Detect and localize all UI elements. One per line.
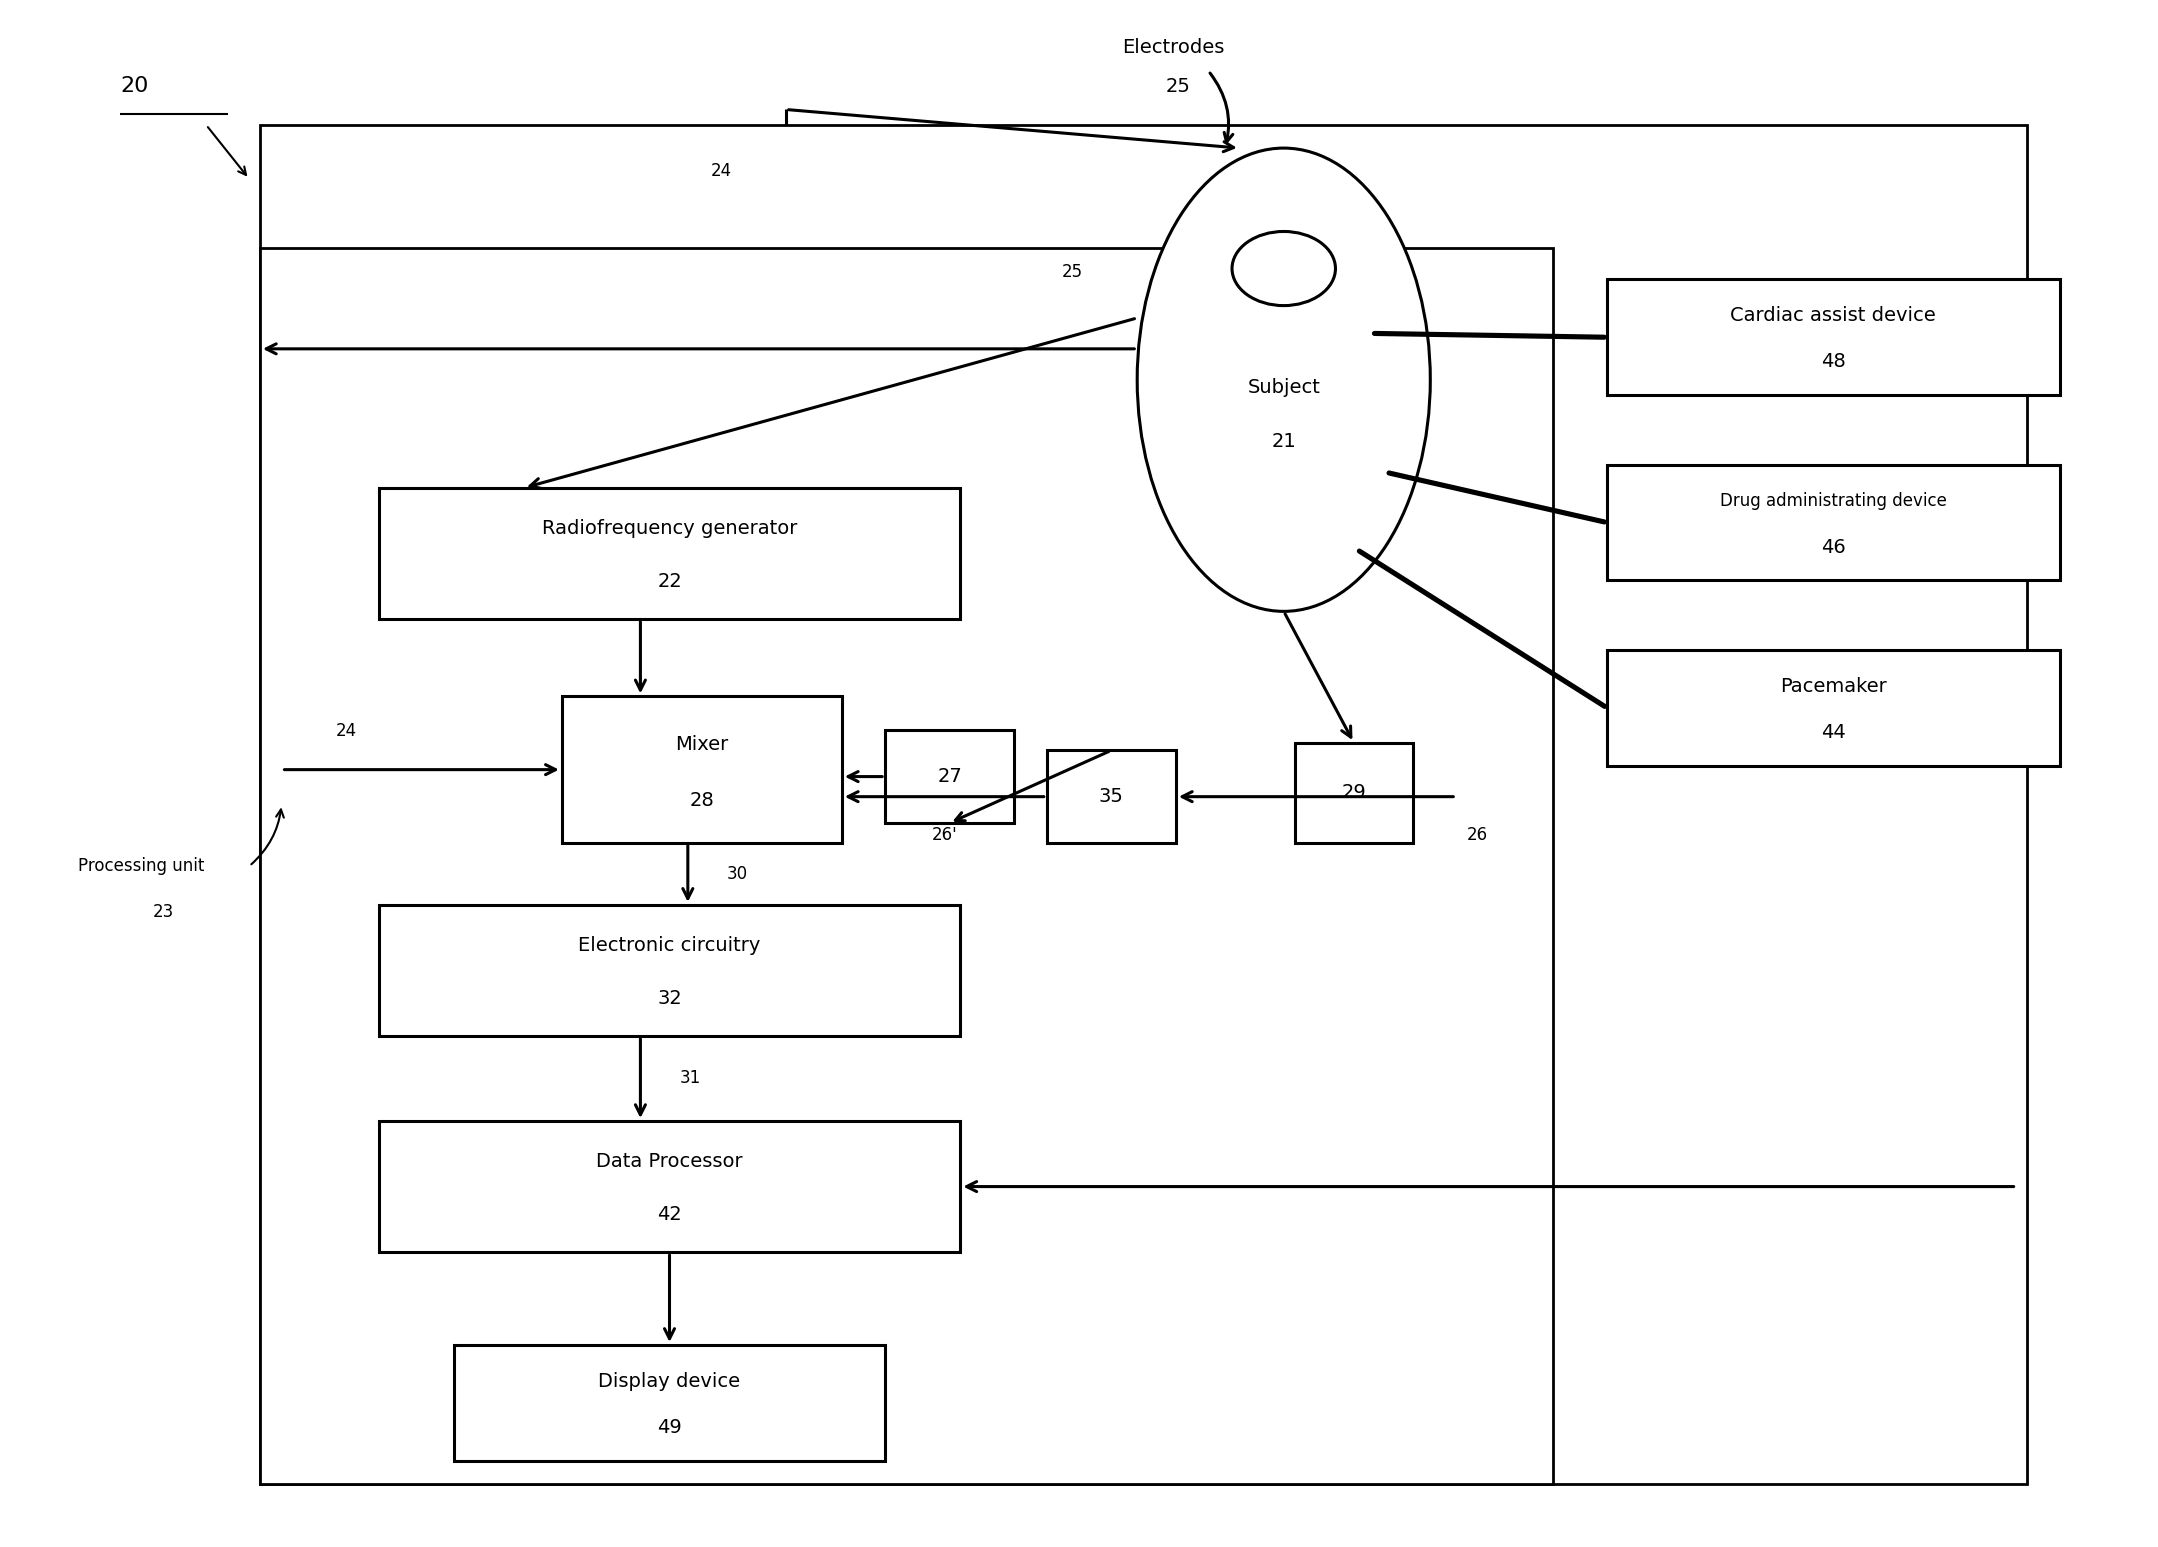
Bar xyxy=(1608,464,2059,580)
Text: 42: 42 xyxy=(658,1205,682,1224)
Text: 25: 25 xyxy=(1165,77,1189,96)
Text: 23: 23 xyxy=(153,903,173,922)
Bar xyxy=(378,487,960,619)
Bar xyxy=(1608,280,2059,394)
Bar xyxy=(561,696,842,843)
Text: Display device: Display device xyxy=(598,1372,740,1391)
Text: 30: 30 xyxy=(727,865,747,883)
Bar xyxy=(259,249,1554,1484)
Text: 22: 22 xyxy=(658,572,682,591)
Text: 31: 31 xyxy=(680,1069,701,1088)
Bar xyxy=(259,125,2026,1484)
Text: Radiofrequency generator: Radiofrequency generator xyxy=(542,520,796,538)
Text: 46: 46 xyxy=(1821,538,1845,557)
Text: 21: 21 xyxy=(1271,432,1297,452)
Bar xyxy=(378,1122,960,1252)
Text: 24: 24 xyxy=(710,162,732,181)
Text: 25: 25 xyxy=(1062,263,1083,280)
Text: Cardiac assist device: Cardiac assist device xyxy=(1731,306,1936,325)
Text: 48: 48 xyxy=(1821,353,1845,371)
Text: 27: 27 xyxy=(937,767,962,786)
Text: Drug administrating device: Drug administrating device xyxy=(1720,492,1947,511)
Bar xyxy=(453,1344,885,1460)
Bar xyxy=(1295,743,1413,843)
Bar xyxy=(1047,750,1176,843)
Text: 28: 28 xyxy=(688,791,714,811)
Text: Electronic circuitry: Electronic circuitry xyxy=(578,936,762,954)
Text: 29: 29 xyxy=(1342,783,1366,803)
Text: Processing unit: Processing unit xyxy=(78,857,205,876)
Text: 49: 49 xyxy=(658,1419,682,1437)
Text: 35: 35 xyxy=(1098,787,1124,806)
Bar xyxy=(885,730,1014,823)
Text: Mixer: Mixer xyxy=(675,735,729,755)
Ellipse shape xyxy=(1137,149,1431,611)
Text: 26: 26 xyxy=(1467,826,1489,845)
Text: Data Processor: Data Processor xyxy=(596,1153,742,1171)
Text: Pacemaker: Pacemaker xyxy=(1780,676,1886,696)
Bar xyxy=(378,905,960,1036)
Bar xyxy=(1608,650,2059,766)
Text: 32: 32 xyxy=(658,989,682,1007)
Text: 24: 24 xyxy=(337,722,356,739)
Text: Subject: Subject xyxy=(1247,377,1321,398)
Circle shape xyxy=(1232,232,1336,306)
Text: Electrodes: Electrodes xyxy=(1122,39,1224,57)
Text: 20: 20 xyxy=(121,76,149,96)
Text: 26': 26' xyxy=(932,826,958,845)
Text: 44: 44 xyxy=(1821,722,1845,743)
